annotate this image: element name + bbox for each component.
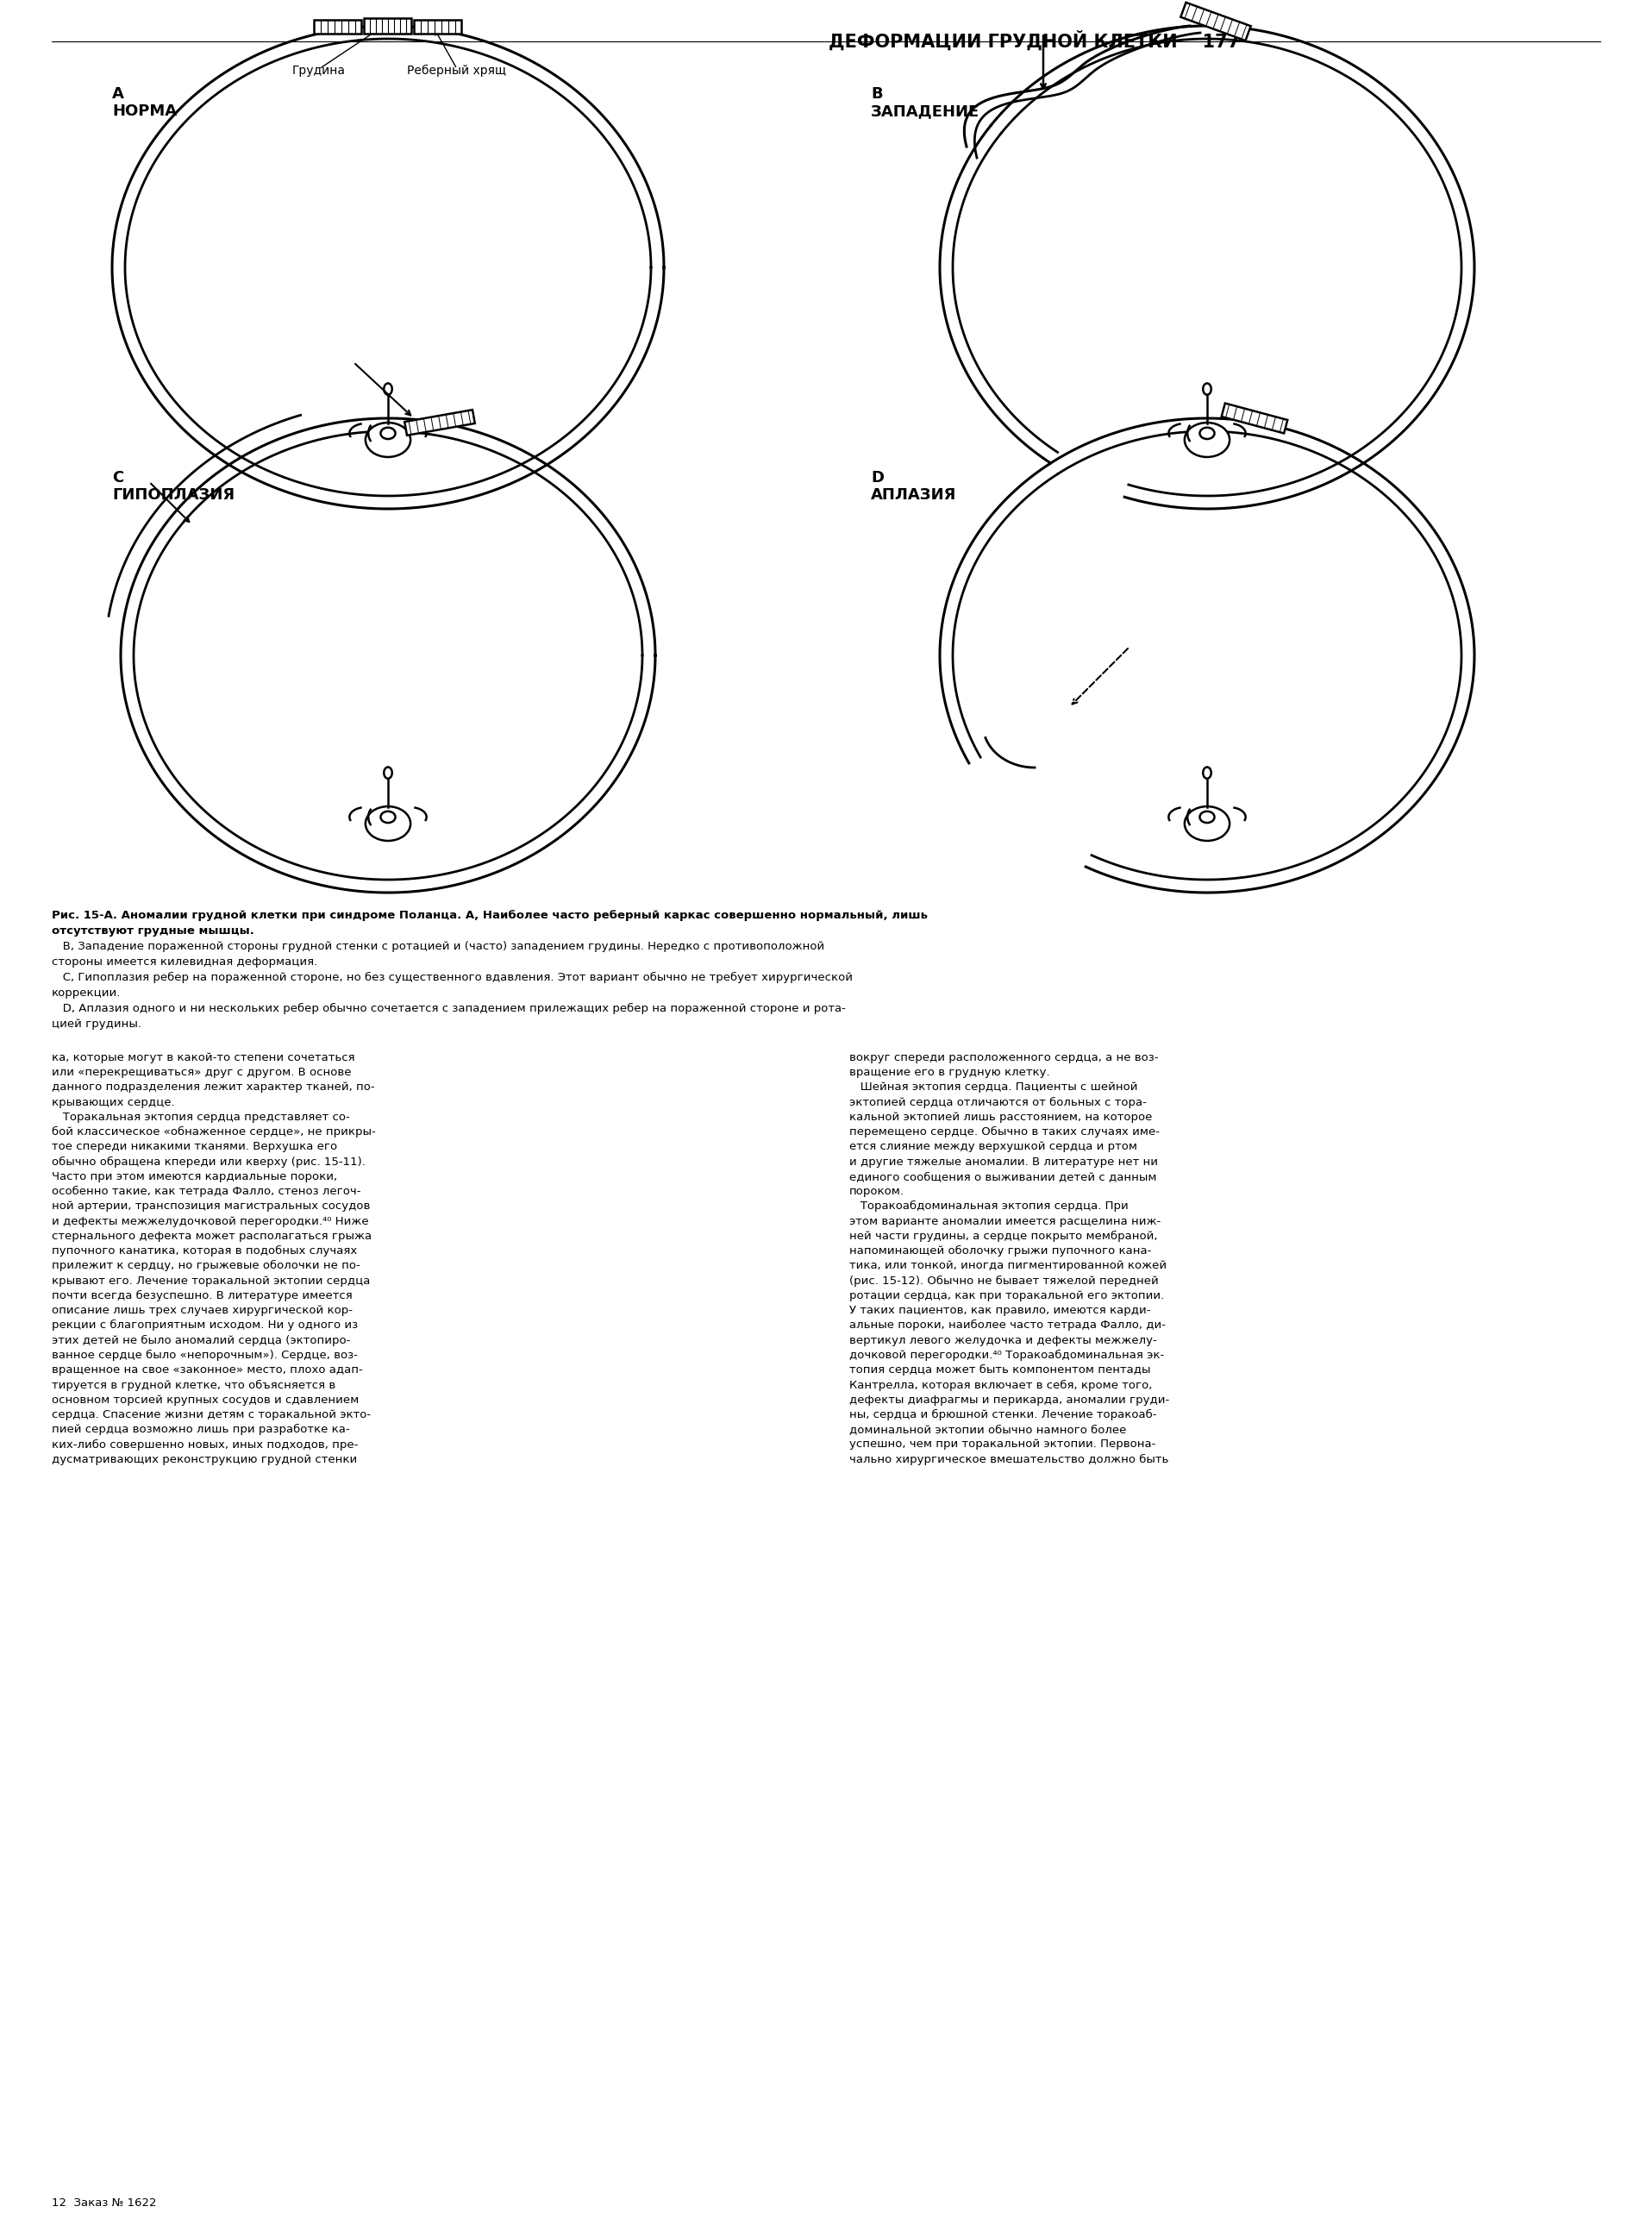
Ellipse shape	[1184, 805, 1229, 841]
Bar	[1221, 404, 1287, 433]
Bar	[314, 20, 362, 33]
Ellipse shape	[1203, 384, 1211, 395]
Ellipse shape	[380, 428, 395, 439]
Ellipse shape	[365, 805, 410, 841]
Text: В: В	[871, 87, 882, 102]
Text: вокруг спереди расположенного сердца, а не воз-
вращение его в грудную клетку.
 : вокруг спереди расположенного сердца, а …	[849, 1052, 1170, 1465]
Text: Рис. 15-А. Аномалии грудной клетки при синдроме Поланца. А, Наиболее часто ребер: Рис. 15-А. Аномалии грудной клетки при с…	[51, 910, 928, 921]
Bar	[1181, 2, 1251, 40]
Text: Грудина: Грудина	[292, 64, 345, 78]
Bar	[415, 20, 461, 33]
Text: стороны имеется килевидная деформация.: стороны имеется килевидная деформация.	[51, 956, 317, 967]
Text: D: D	[871, 470, 884, 486]
Ellipse shape	[383, 384, 392, 395]
Ellipse shape	[365, 422, 410, 457]
Text: А: А	[112, 87, 124, 102]
Text: ЗАПАДЕНИЕ: ЗАПАДЕНИЕ	[871, 104, 980, 120]
Text: коррекции.: коррекции.	[51, 987, 121, 999]
Text: С, Гипоплазия ребер на пораженной стороне, но без существенного вдавления. Этот : С, Гипоплазия ребер на пораженной сторон…	[51, 972, 852, 983]
Text: цией грудины.: цией грудины.	[51, 1019, 142, 1030]
Ellipse shape	[1199, 812, 1214, 823]
Ellipse shape	[383, 768, 392, 779]
Bar	[365, 18, 411, 33]
Text: D, Аплазия одного и ни нескольких ребер обычно сочетается с западением прилежащи: D, Аплазия одного и ни нескольких ребер …	[51, 1003, 846, 1014]
Text: В, Западение пораженной стороны грудной стенки с ротацией и (часто) западением г: В, Западение пораженной стороны грудной …	[51, 941, 824, 952]
Ellipse shape	[380, 812, 395, 823]
Ellipse shape	[1184, 422, 1229, 457]
Text: ка, которые могут в какой-то степени сочетаться
или «перекрещиваться» друг с дру: ка, которые могут в какой-то степени соч…	[51, 1052, 375, 1465]
Text: ДЕФОРМАЦИИ ГРУДНОЙ КЛЕТКИ    177: ДЕФОРМАЦИИ ГРУДНОЙ КЛЕТКИ 177	[829, 31, 1241, 51]
Text: 12  Заказ № 1622: 12 Заказ № 1622	[51, 2197, 157, 2208]
Text: Реберный хрящ: Реберный хрящ	[408, 64, 507, 78]
Text: отсутствуют грудные мышцы.: отсутствуют грудные мышцы.	[51, 925, 254, 936]
Ellipse shape	[1203, 768, 1211, 779]
Bar	[405, 411, 474, 435]
Ellipse shape	[1199, 428, 1214, 439]
Text: АПЛАЗИЯ: АПЛАЗИЯ	[871, 488, 957, 504]
Text: НОРМА: НОРМА	[112, 104, 177, 120]
Text: С: С	[112, 470, 124, 486]
Text: ГИПОПЛАЗИЯ: ГИПОПЛАЗИЯ	[112, 488, 235, 504]
